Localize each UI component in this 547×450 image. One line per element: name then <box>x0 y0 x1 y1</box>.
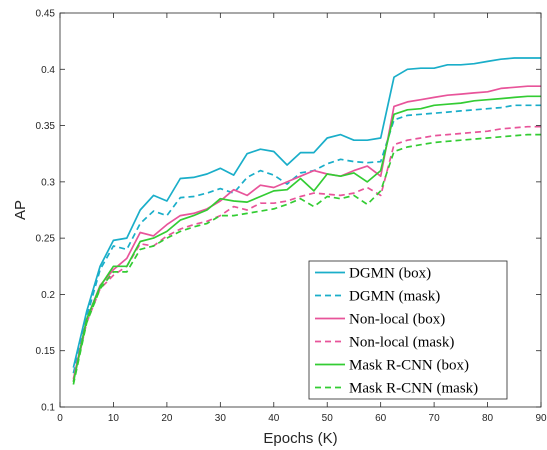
x-tick-label: 40 <box>268 413 280 424</box>
legend-box <box>308 260 508 400</box>
legend-label: DGMN (mask) <box>349 289 440 305</box>
x-tick-label: 0 <box>57 413 63 424</box>
y-tick-label: 0.4 <box>41 65 55 76</box>
series-line-5 <box>72 133 541 385</box>
legend-label: Non-local (box) <box>349 312 445 328</box>
plot-frame <box>59 12 542 408</box>
legend-label: DGMN (box) <box>349 266 431 282</box>
y-tick-label: 0.2 <box>41 290 55 301</box>
y-tick-label: 0.15 <box>36 346 56 357</box>
x-tick-label: 10 <box>108 413 120 424</box>
x-tick-label: 50 <box>322 413 334 424</box>
legend-label: Non-local (mask) <box>349 335 454 351</box>
y-axis-label: AP <box>12 200 29 220</box>
y-tick-label: 0.1 <box>41 403 55 414</box>
legend: DGMN (box) DGMN (mask) Non-local (box) Non-… <box>308 260 508 400</box>
y-tick-label: 0.25 <box>36 234 56 245</box>
x-tick-label: 90 <box>535 413 547 424</box>
series-line-0 <box>72 57 541 368</box>
legend-label: Mask R-CNN (box) <box>349 358 469 374</box>
y-tick-label: 0.45 <box>36 9 56 20</box>
x-tick-label: 60 <box>375 413 387 424</box>
legend-label: Mask R-CNN (mask) <box>349 381 478 397</box>
x-axis-label: Epochs (K) <box>263 430 337 447</box>
x-tick-label: 20 <box>161 413 173 424</box>
series-line-1 <box>72 104 541 374</box>
series-line-2 <box>72 85 541 380</box>
x-tick-label: 30 <box>215 413 227 424</box>
x-tick-label: 80 <box>482 413 494 424</box>
ticks-layer: 0 10 20 30 40 50 60 70 80 90 0.1 0.15 0.2 0.25 0.3 0.35… <box>36 9 547 425</box>
y-tick-label: 0.3 <box>41 177 55 188</box>
y-tick-label: 0.35 <box>36 121 56 132</box>
series-line-4 <box>72 95 541 383</box>
x-tick-label: 70 <box>429 413 441 424</box>
series-layer <box>72 57 541 385</box>
